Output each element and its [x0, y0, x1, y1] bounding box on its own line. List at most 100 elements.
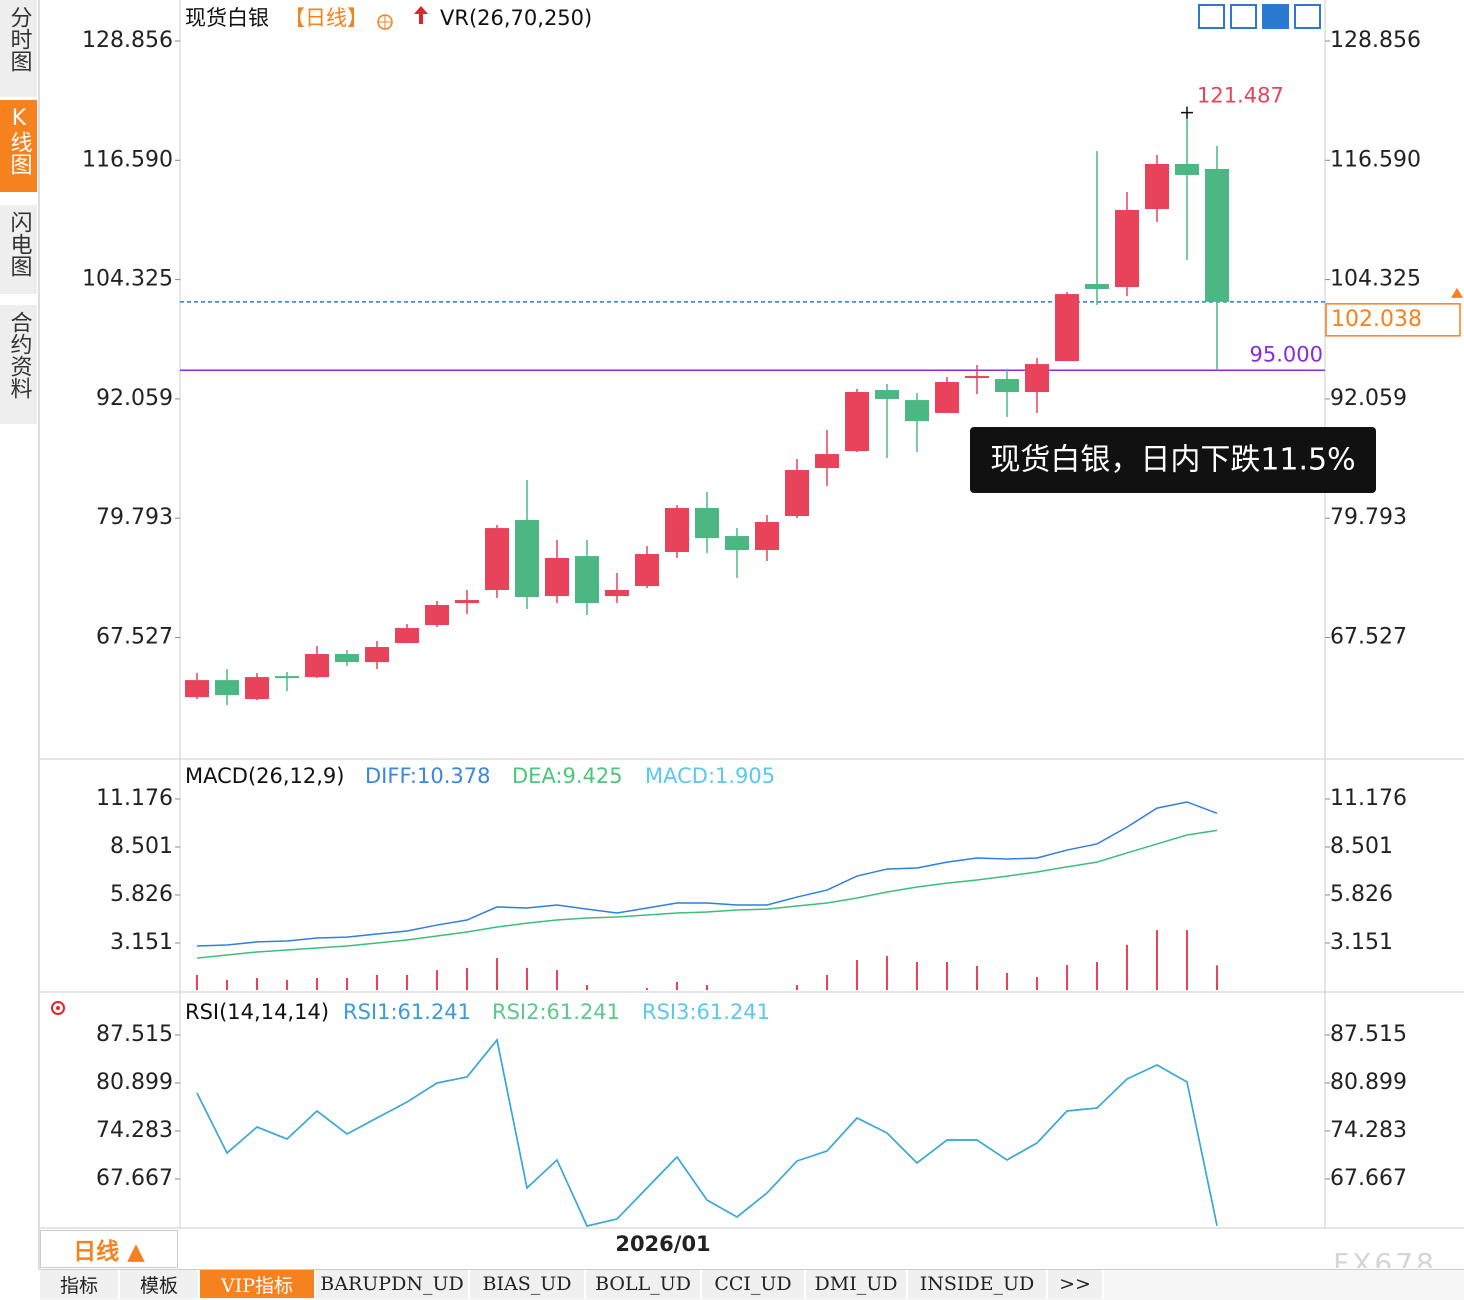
candle-body: [725, 536, 749, 551]
y-tick-label: 104.325: [82, 267, 173, 292]
panel-title: MACD(26,12,9): [185, 764, 345, 788]
candle-body: [1085, 284, 1109, 289]
bottom-tab[interactable]: 模板: [120, 1270, 200, 1298]
tool-icon[interactable]: [1230, 4, 1257, 29]
candle-body: [995, 379, 1019, 392]
y-tick-label: 8.501: [1330, 834, 1393, 859]
callout-text: 现货白银，日内下跌11.5%: [990, 443, 1355, 478]
sidebar-tab[interactable]: 合约资料: [0, 305, 37, 425]
candle-body: [1055, 294, 1079, 362]
y-tick-label: 80.899: [96, 1070, 173, 1095]
candle-body: [1205, 168, 1229, 302]
series-line: [196, 801, 1218, 947]
y-tick-label: 74.283: [1330, 1118, 1407, 1143]
y-tick-label: 3.151: [110, 930, 173, 955]
y-tick-label: 80.899: [1330, 1070, 1407, 1095]
candle-body: [815, 454, 839, 469]
candle-body: [905, 400, 929, 422]
y-tick-label: 67.527: [96, 625, 173, 650]
bottom-tab[interactable]: VIP指标: [200, 1270, 316, 1298]
high-label: 121.487: [1197, 84, 1284, 108]
candle-body: [755, 522, 779, 551]
candle-body: [575, 556, 599, 604]
bottom-tab[interactable]: DMI_UD: [806, 1270, 908, 1298]
y-tick-label: 128.856: [1330, 28, 1421, 53]
candle-body: [545, 558, 569, 597]
last-price-box: [1325, 303, 1461, 337]
bottom-tab[interactable]: BARUPDN_UD: [316, 1270, 470, 1298]
icon: [56, 1006, 60, 1010]
y-tick-label: 92.059: [96, 386, 173, 411]
sidebar-tab[interactable]: 闪电图: [0, 205, 37, 295]
tool-icon[interactable]: [1262, 4, 1289, 29]
y-tick-label: 3.151: [1330, 930, 1393, 955]
y-tick-label: 128.856: [82, 28, 173, 53]
candle-body: [395, 628, 419, 644]
candle-body: [305, 654, 329, 678]
bottom-tab[interactable]: BIAS_UD: [470, 1270, 586, 1298]
bottom-tab[interactable]: CCI_UD: [702, 1270, 806, 1298]
bottom-tab[interactable]: >>: [1048, 1270, 1104, 1298]
y-tick-label: 67.667: [96, 1166, 173, 1191]
last-price-label: 102.038: [1331, 307, 1422, 332]
candle-body: [275, 676, 299, 679]
y-tick-label: 67.527: [1330, 625, 1407, 650]
y-tick-label: 74.283: [96, 1118, 173, 1143]
candle-body: [1175, 163, 1199, 175]
bottom-tab[interactable]: BOLL_UD: [586, 1270, 702, 1298]
sidebar-border: [38, 0, 40, 1270]
legend-entry: RSI3:61.241: [642, 1000, 770, 1024]
candle-body: [215, 680, 239, 696]
legend-entry: RSI2:61.241: [492, 1000, 620, 1024]
chart: 现货白银 【日线】 VR(26,70,250) MACD(26,12,9) DI…: [40, 0, 1464, 1268]
legend-entry: DEA:9.425: [512, 764, 623, 788]
candle-body: [635, 554, 659, 587]
y-tick-label: 5.826: [1330, 882, 1393, 907]
y-tick-label: 79.793: [96, 505, 173, 530]
y-tick-label: 104.325: [1330, 267, 1421, 292]
x-tick-label: 2026/01: [615, 1232, 710, 1256]
candle-body: [935, 381, 959, 413]
sidebar-tab[interactable]: 分时图: [0, 0, 37, 98]
legend-entry: RSI1:61.241: [343, 1000, 471, 1024]
candle-body: [485, 528, 509, 591]
candle-body: [245, 677, 269, 700]
candle-body: [1025, 364, 1049, 392]
candle-body: [455, 600, 479, 604]
watermark: FX678: [1333, 1247, 1437, 1268]
legend-entry: DIFF:10.378: [365, 764, 490, 788]
series-line: [196, 829, 1218, 959]
callout-box: [970, 427, 1376, 493]
indicator-label: VR(26,70,250): [440, 6, 592, 30]
y-tick-label: 5.826: [110, 882, 173, 907]
high-marker: [1181, 106, 1193, 119]
y-tick-label: 116.590: [82, 147, 173, 172]
last-price-arrow: [1451, 287, 1463, 298]
tool-icon[interactable]: [1294, 4, 1321, 29]
period-tab[interactable]: 日线 ▲: [40, 1230, 178, 1268]
icon: [414, 6, 428, 24]
candle-body: [185, 680, 209, 698]
icon[interactable]: [51, 1001, 65, 1015]
tool-icon[interactable]: [1198, 4, 1225, 29]
toolbar: [1198, 4, 1321, 29]
y-tick-label: 11.176: [96, 786, 173, 811]
candle-body: [365, 647, 389, 663]
candle-body: [695, 508, 719, 539]
bottom-tab[interactable]: 指标: [40, 1270, 120, 1298]
candle-body: [665, 508, 689, 552]
y-tick-label: 87.515: [1330, 1022, 1407, 1047]
sidebar-tab[interactable]: K线图: [0, 100, 37, 193]
panel-title: RSI(14,14,14): [185, 1000, 329, 1024]
candle-body: [1115, 209, 1139, 288]
y-tick-label: 92.059: [1330, 386, 1407, 411]
y-tick-label: 87.515: [96, 1022, 173, 1047]
y-tick-label: 8.501: [110, 834, 173, 859]
bottom-tab[interactable]: INSIDE_UD: [908, 1270, 1048, 1298]
support-label: 95.000: [1250, 342, 1323, 366]
candle-body: [875, 390, 899, 399]
y-tick-label: 67.667: [1330, 1166, 1407, 1191]
candle-body: [1145, 163, 1169, 210]
chart-title: 现货白银: [185, 6, 269, 30]
